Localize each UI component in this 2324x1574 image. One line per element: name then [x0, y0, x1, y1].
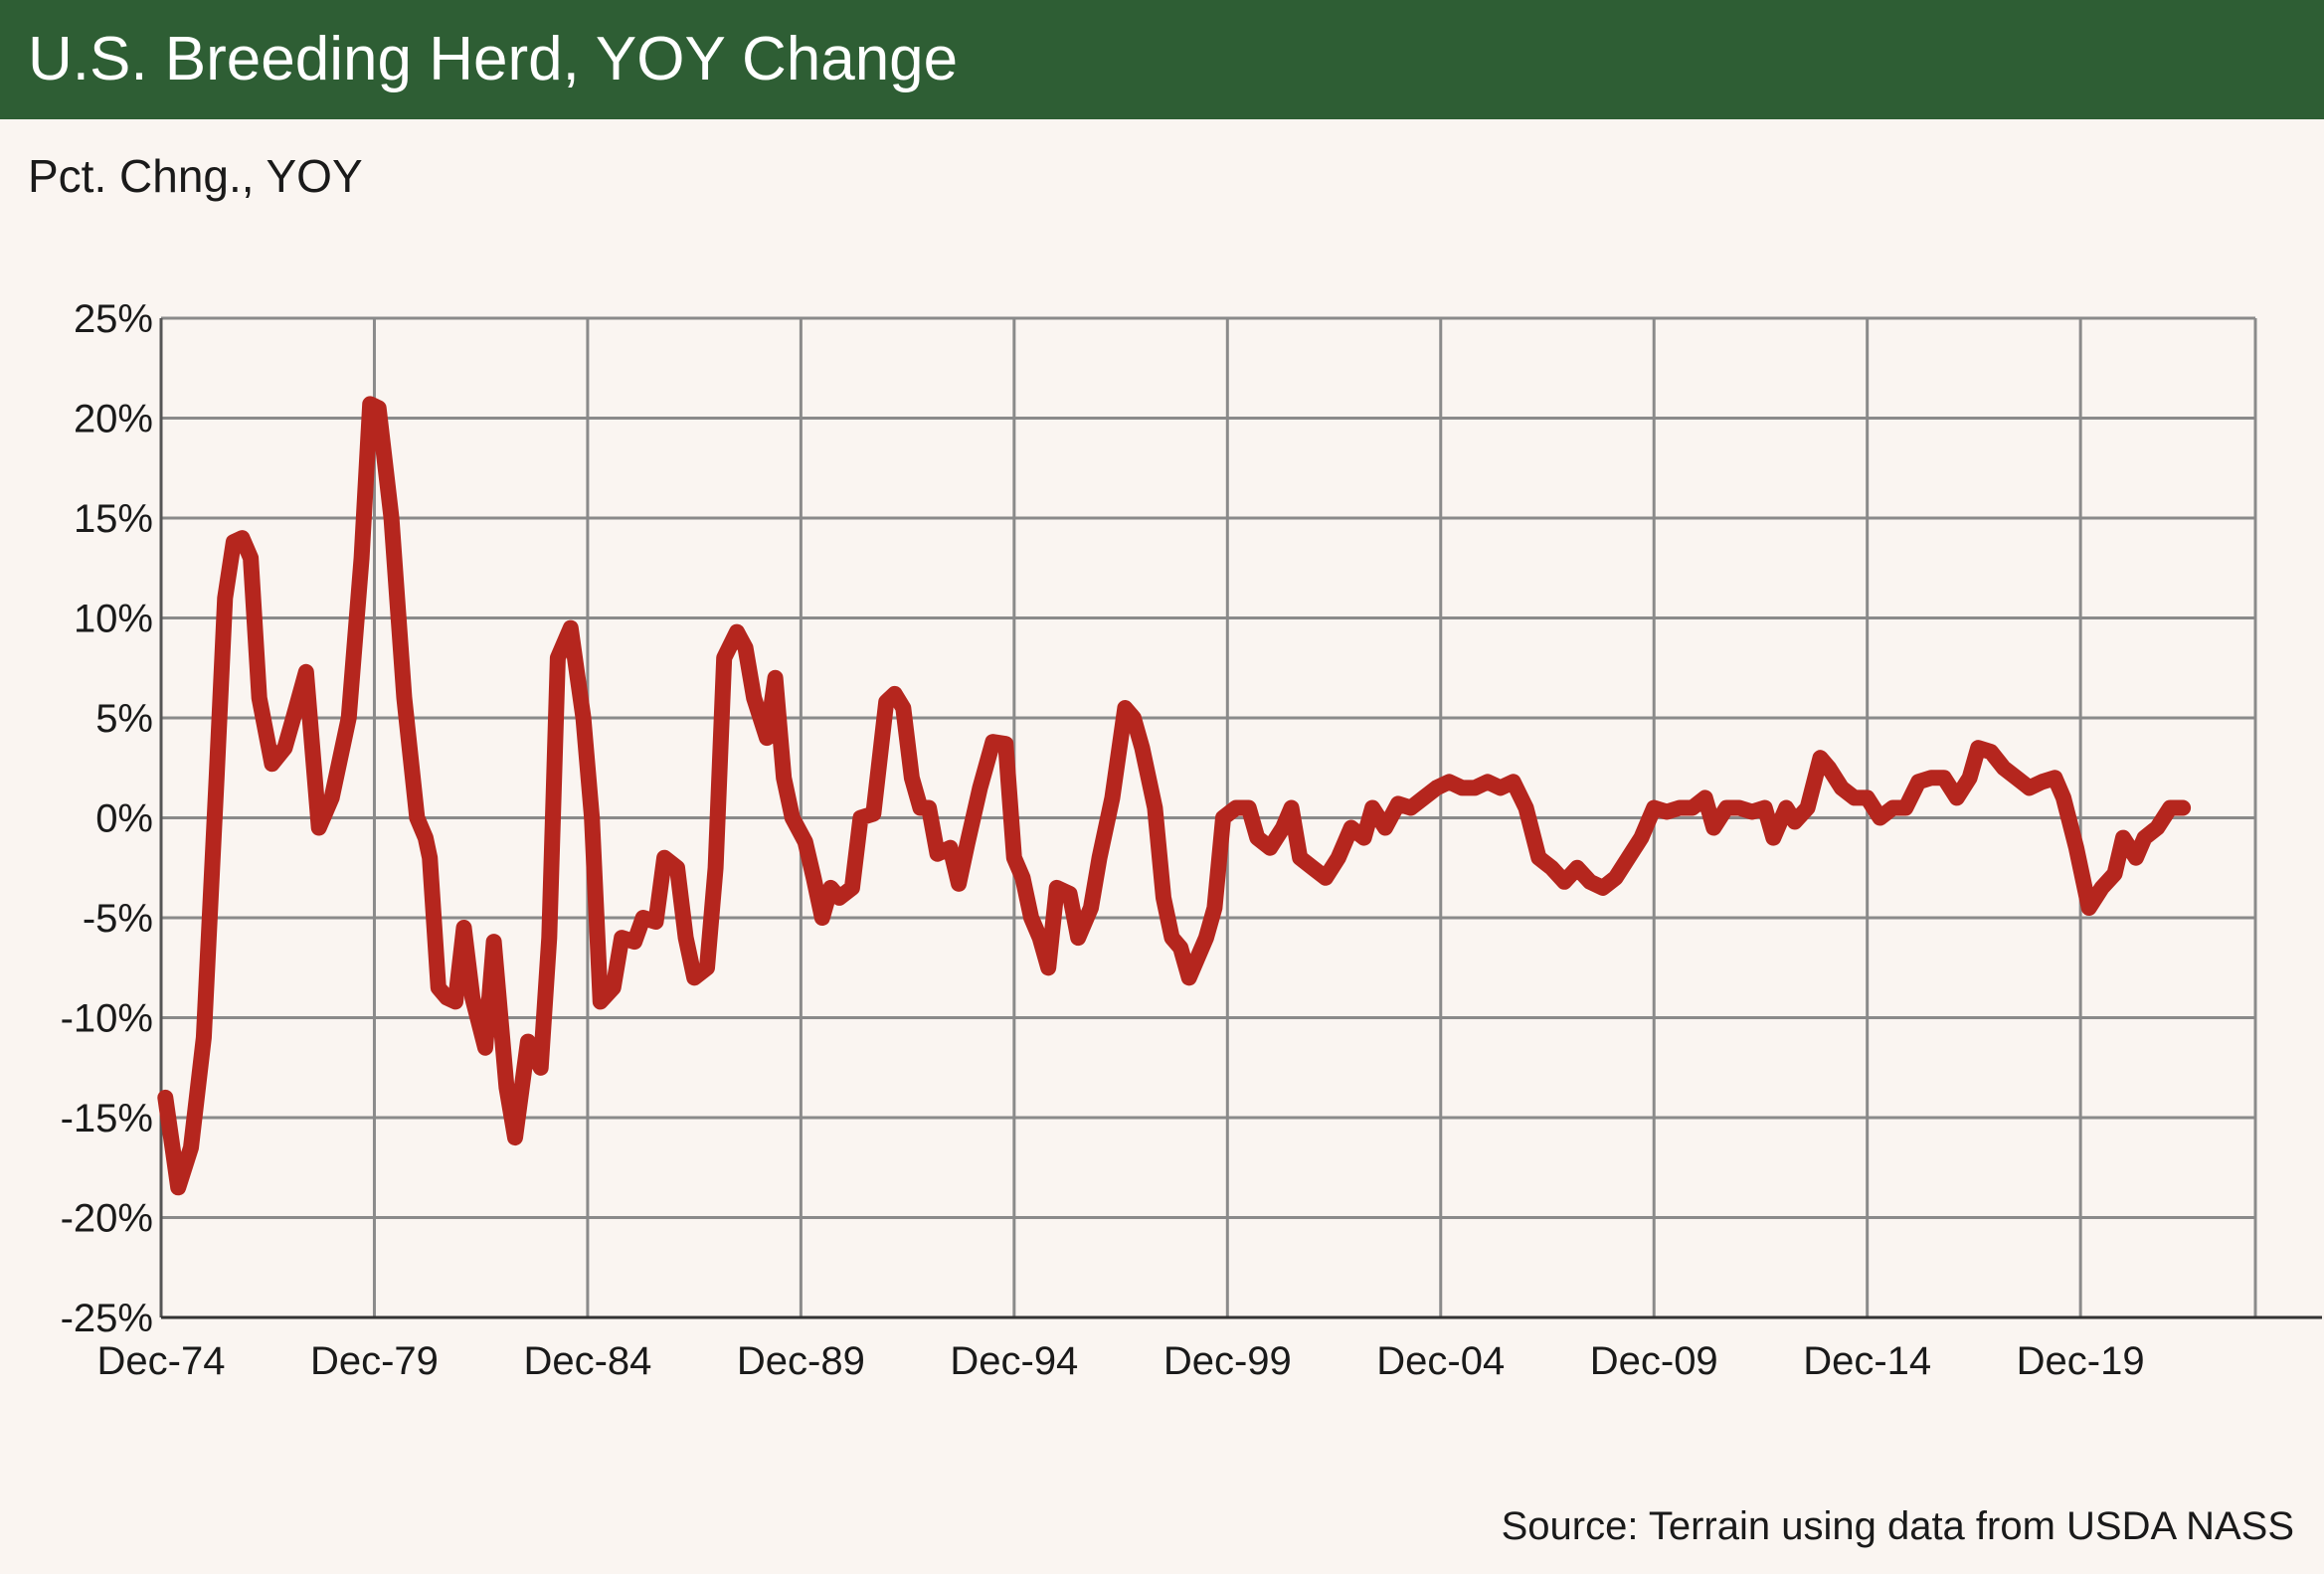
- source-note: Source: Terrain using data from USDA NAS…: [1501, 1504, 2294, 1548]
- x-tick-label: Dec-09: [1590, 1339, 1718, 1383]
- y-tick-label: -15%: [61, 1097, 153, 1140]
- x-tick-labels: Dec-74 Dec-79 Dec-84 Dec-89 Dec-94 Dec-99 Dec-…: [97, 1339, 2145, 1383]
- x-tick-label: Dec-19: [2017, 1339, 2145, 1383]
- x-tick-label: Dec-04: [1376, 1339, 1505, 1383]
- x-tick-label: Dec-79: [310, 1339, 439, 1383]
- y-tick-label: -20%: [61, 1197, 153, 1241]
- y-tick-label: 20%: [74, 398, 153, 441]
- series-line: [157, 396, 2192, 1196]
- grid-lines: [159, 316, 2322, 1319]
- y-tick-label: 10%: [74, 598, 153, 641]
- x-tick-label: Dec-74: [97, 1339, 226, 1383]
- x-tick-label: Dec-94: [950, 1339, 1078, 1383]
- x-tick-label: Dec-84: [523, 1339, 651, 1383]
- series-layer: [157, 396, 2192, 1196]
- y-tick-label: -5%: [83, 897, 153, 941]
- y-tick-label: 5%: [95, 697, 153, 741]
- title-bar: U.S. Breeding Herd, YOY Change: [0, 0, 2324, 119]
- y-tick-label: 15%: [74, 497, 153, 541]
- y-tick-label: -25%: [61, 1297, 153, 1340]
- y-tick-label: 25%: [74, 297, 153, 341]
- x-tick-label: Dec-99: [1163, 1339, 1292, 1383]
- y-axis-label: Pct. Chng., YOY: [28, 150, 363, 202]
- y-tick-label: -10%: [61, 997, 153, 1041]
- y-tick-label: 0%: [95, 797, 153, 841]
- x-tick-label: Dec-14: [1803, 1339, 1931, 1383]
- x-tick-label: Dec-89: [737, 1339, 865, 1383]
- chart-title: U.S. Breeding Herd, YOY Change: [28, 25, 959, 93]
- y-tick-labels: 25% 20% 15% 10% 5% 0% -5% -10% -15% -20% -25%: [61, 297, 153, 1340]
